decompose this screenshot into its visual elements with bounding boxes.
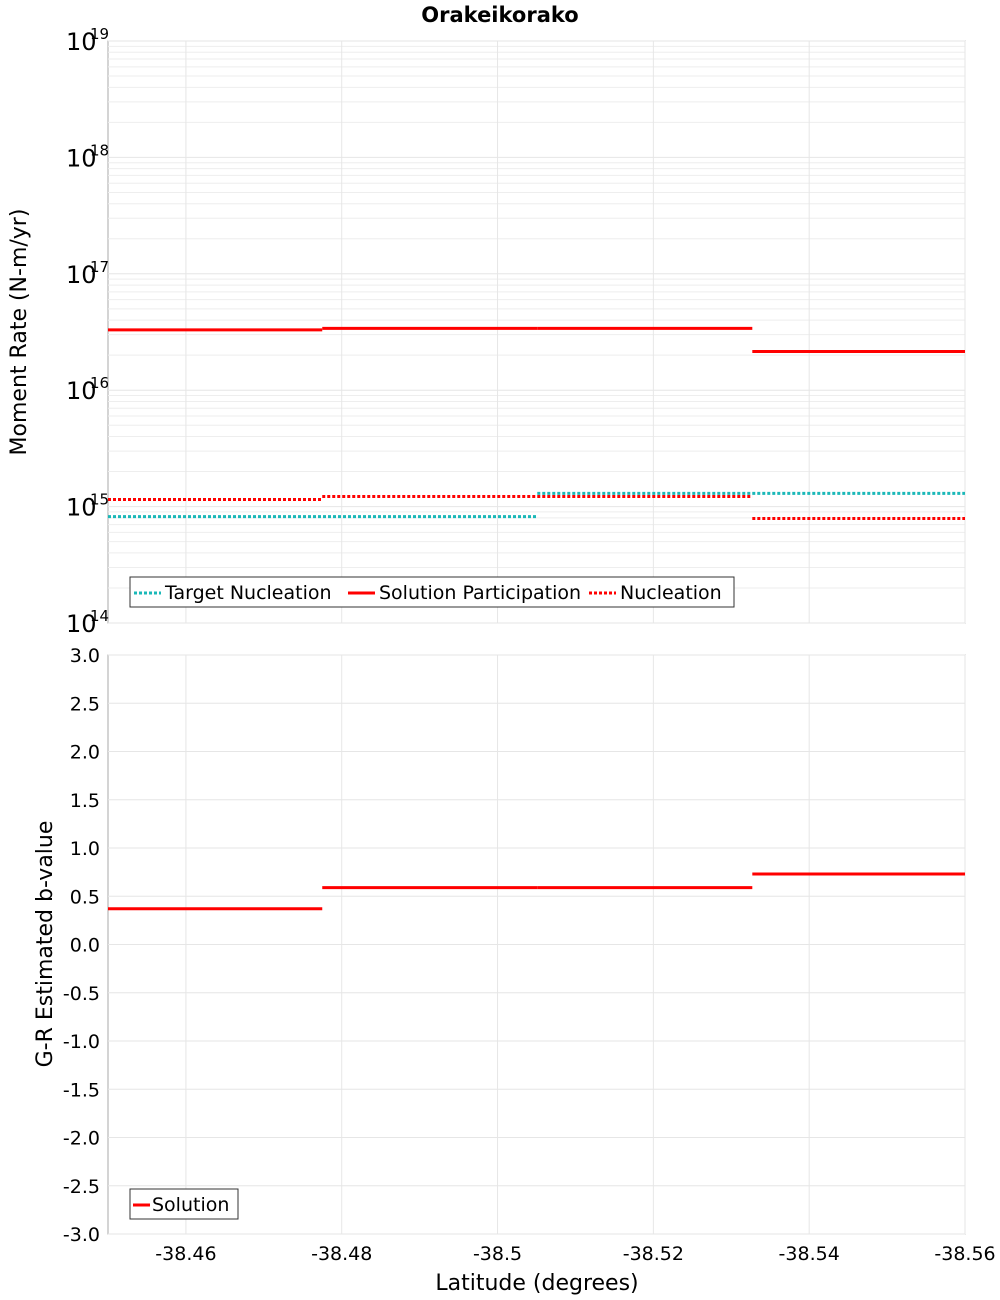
y-tick-exponent: 18 [90, 141, 109, 159]
y-tick-label: 10 [66, 144, 97, 172]
legend-label: Solution [152, 1194, 229, 1216]
y-tick-label: 2.0 [70, 742, 100, 764]
x-tick-label: -38.54 [779, 1243, 840, 1265]
y-tick-label: -1.5 [63, 1079, 100, 1101]
x-tick-label: -38.5 [473, 1243, 522, 1265]
x-tick-label: -38.46 [155, 1243, 216, 1265]
x-tick-label: -38.52 [623, 1243, 684, 1265]
y-tick-label: 0.5 [70, 886, 100, 908]
y-tick-exponent: 14 [90, 607, 109, 625]
x-axis-title: Latitude (degrees) [435, 1271, 638, 1296]
top-legend: Target Nucleation Solution Participation N… [129, 576, 735, 608]
legend-label: Nucleation [620, 582, 722, 604]
y-tick-label: 3.0 [70, 645, 100, 667]
y-tick-exponent: 15 [90, 491, 109, 509]
y-tick-label: 2.5 [70, 693, 100, 715]
y-tick-label: 10 [66, 610, 97, 638]
x-tick-label: -38.56 [934, 1243, 995, 1265]
x-tick-label: -38.48 [311, 1243, 372, 1265]
y-tick-label: 1.0 [70, 838, 100, 860]
y-tick-label: 10 [66, 28, 97, 56]
bottom-y-axis-title: G-R Estimated b-value [33, 821, 58, 1068]
y-tick-exponent: 19 [90, 25, 109, 43]
b-value-panel: -3.0 -2.5 -2.0 -1.5 -1.0 -0.5 0.0 0.5 1.0 1.5 2.0 2… [63, 645, 996, 1265]
y-tick-label: -1.0 [63, 1031, 100, 1053]
y-tick-label: 10 [66, 494, 97, 522]
top-plot-area [107, 40, 966, 624]
y-tick-label: -0.5 [63, 983, 100, 1005]
y-tick-label: 0.0 [70, 935, 100, 957]
y-tick-exponent: 17 [90, 258, 109, 276]
legend-label: Solution Participation [379, 582, 581, 604]
y-tick-label: -2.0 [63, 1128, 100, 1150]
legend-label: Target Nucleation [164, 582, 332, 604]
y-tick-label: 1.5 [70, 790, 100, 812]
top-y-axis-title: Moment Rate (N-m/yr) [7, 209, 32, 456]
y-tick-label: -2.5 [63, 1176, 100, 1198]
bottom-legend: Solution [129, 1188, 239, 1220]
chart-title: Orakeikorako [421, 3, 578, 27]
y-tick-label: 10 [66, 261, 97, 289]
y-tick-label: 10 [66, 377, 97, 405]
y-tick-label: -3.0 [63, 1224, 100, 1246]
y-tick-exponent: 16 [90, 374, 109, 392]
legend-box [129, 576, 735, 608]
